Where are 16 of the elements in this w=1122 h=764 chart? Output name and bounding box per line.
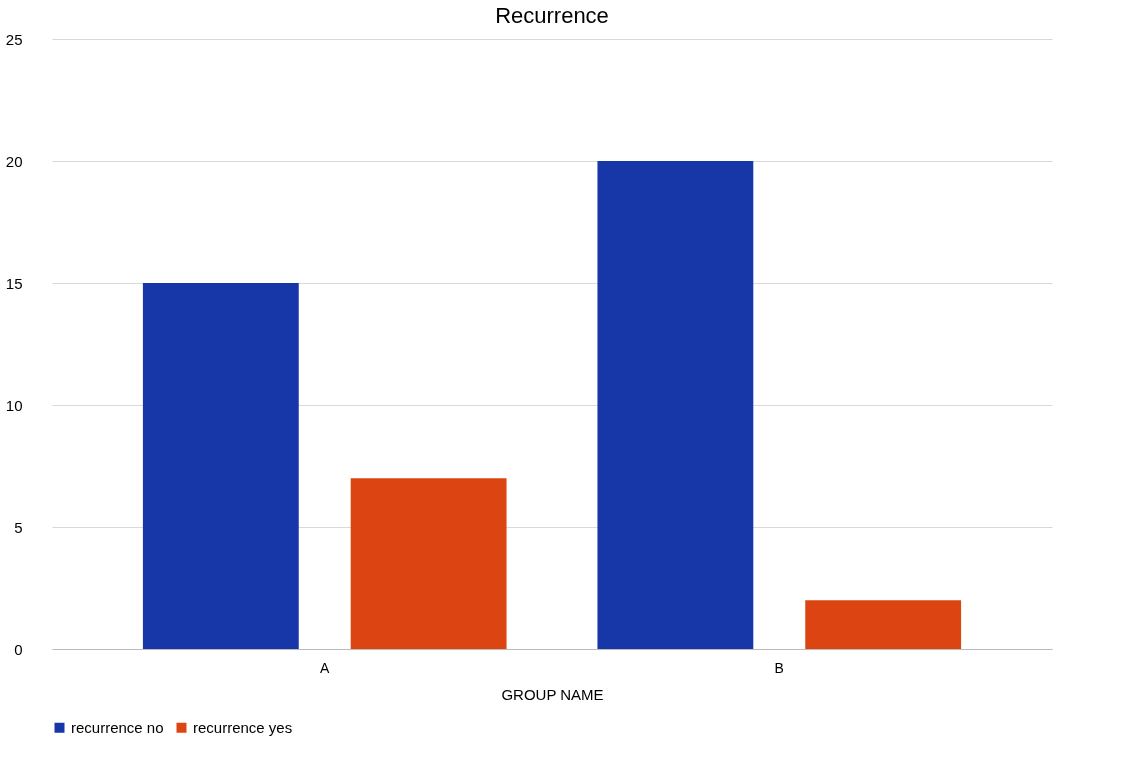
x-tick-label: B	[774, 659, 784, 676]
x-axis-title: GROUP NAME	[501, 685, 604, 703]
bar	[597, 161, 754, 649]
y-tick-label: 25	[5, 30, 23, 48]
bar	[805, 600, 962, 649]
chart-title: Recurrence	[495, 3, 609, 28]
legend-label: recurrence yes	[193, 718, 293, 736]
x-tick-label: A	[320, 659, 331, 676]
y-tick-label: 20	[5, 152, 23, 170]
y-tick-label: 5	[14, 518, 23, 536]
y-tick-label: 10	[5, 396, 23, 414]
bar	[142, 283, 299, 649]
y-tick-label: 0	[14, 640, 23, 658]
bar	[350, 478, 507, 649]
y-tick-label: 15	[5, 274, 23, 292]
legend-label: recurrence no	[71, 718, 164, 736]
